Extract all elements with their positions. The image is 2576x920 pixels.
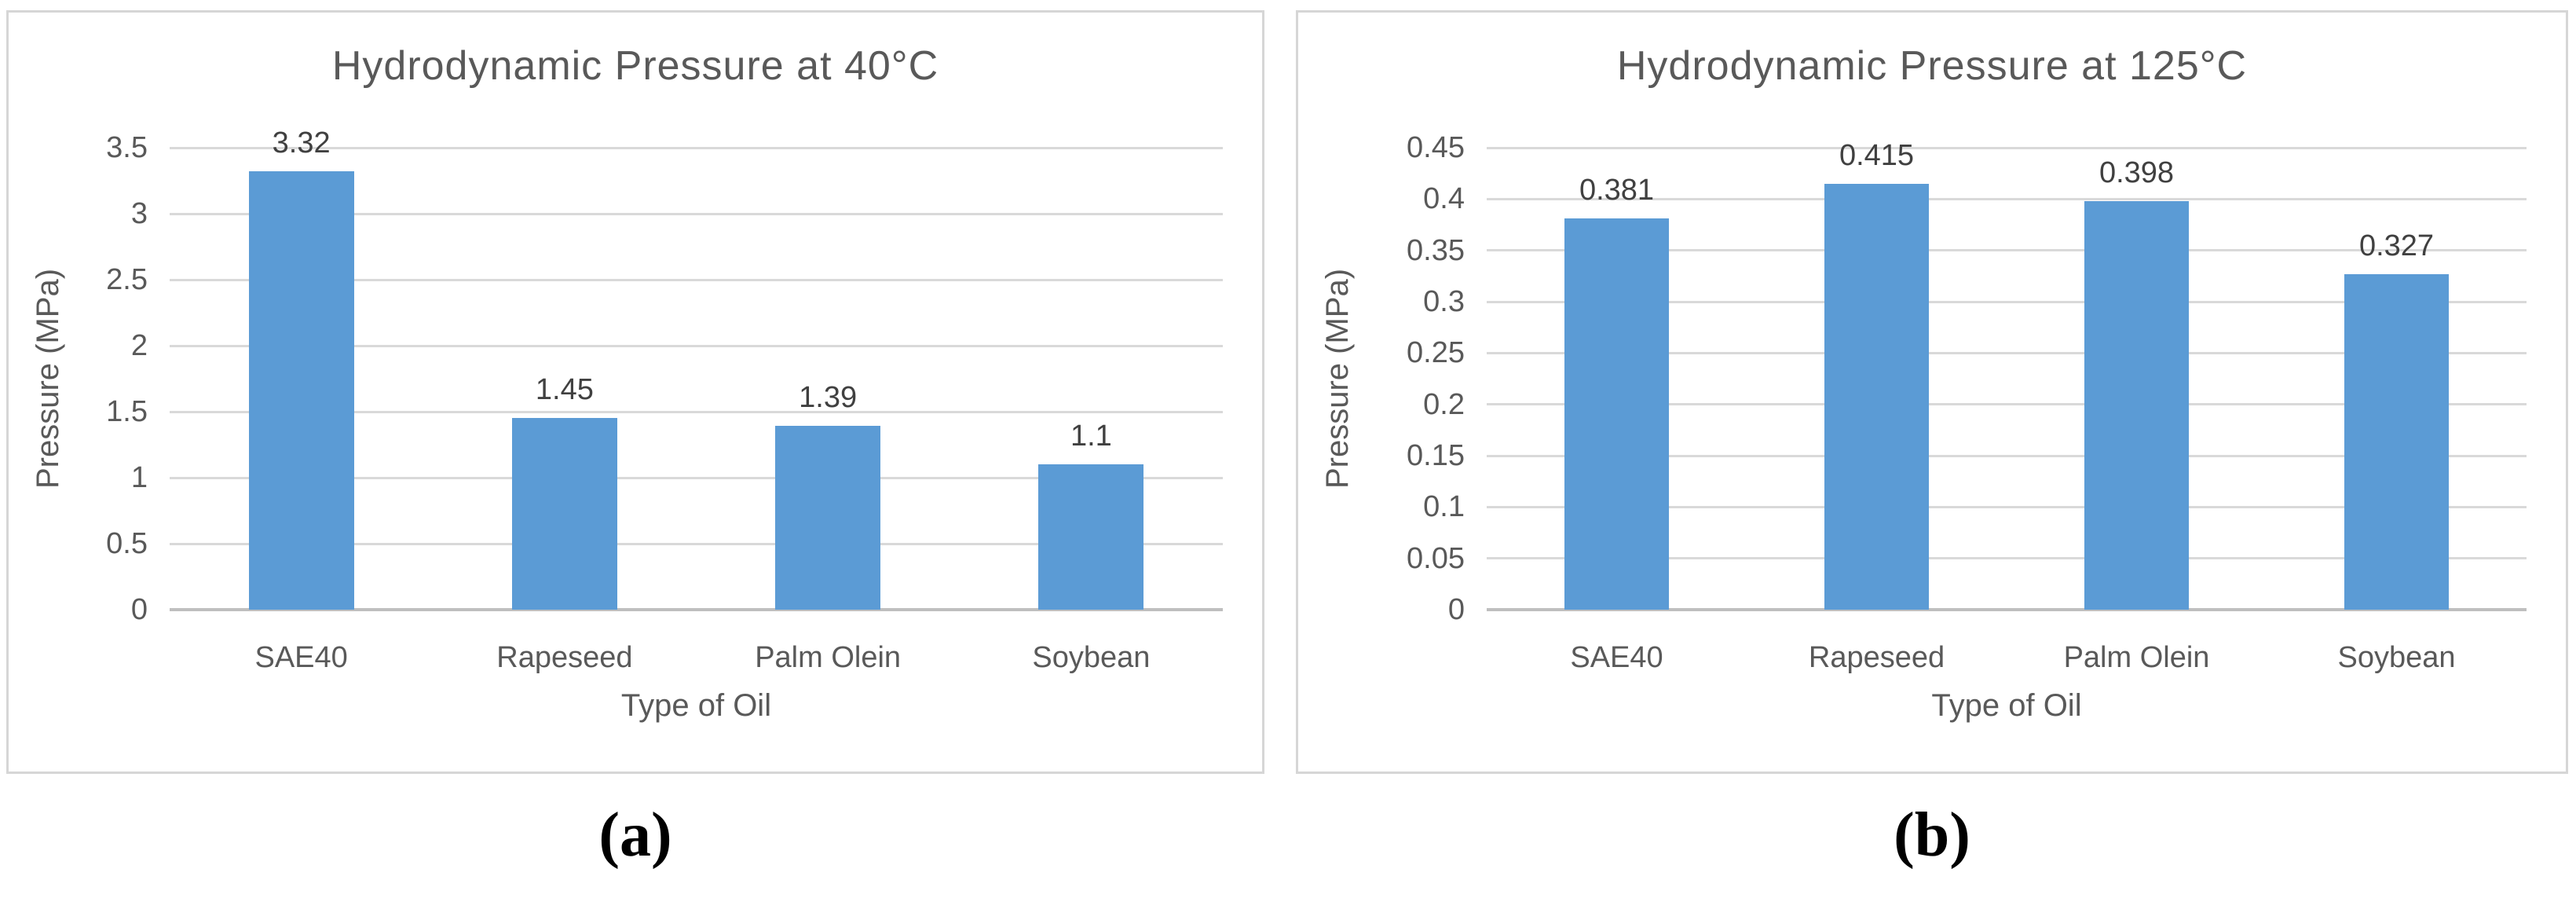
- y-tick-label: 3.5: [106, 131, 148, 164]
- bar-value-label: 0.415: [1839, 138, 1915, 172]
- y-tick-label: 0.05: [1407, 541, 1465, 575]
- gridline: [170, 542, 1223, 545]
- y-tick-label: 3: [130, 197, 148, 230]
- y-tick-label: 0.4: [1423, 182, 1465, 216]
- gridline: [170, 212, 1223, 215]
- x-category-label: Rapeseed: [1808, 641, 1945, 674]
- gridline: [1487, 505, 2527, 508]
- gridline: [1487, 454, 2527, 457]
- gridline: [170, 410, 1223, 413]
- x-axis-title: Type of Oil: [1931, 688, 2082, 723]
- plot-area: 0.45 0.4 0.35 0.3 0.25 0.2 0.15 0.1 0.05 0 0.381 SA…: [1407, 131, 2527, 674]
- bar: [248, 171, 354, 610]
- x-category-label: Palm Olein: [755, 641, 902, 674]
- bar-value-label: 1.39: [799, 381, 858, 415]
- bar: [775, 426, 881, 610]
- gridline: [1487, 557, 2527, 560]
- chart-panel-b: Hydrodynamic Pressure at 125°C Pressure …: [1296, 10, 2568, 774]
- y-tick-label: 0.1: [1423, 490, 1465, 524]
- y-axis-title: Pressure (MPa): [31, 268, 65, 489]
- gridline: [1487, 146, 2527, 149]
- y-tick-label: 0.5: [106, 527, 148, 560]
- y-tick-label: 1.5: [106, 395, 148, 428]
- bar: [2344, 273, 2449, 610]
- gridline: [170, 278, 1223, 281]
- y-tick-label: 0.15: [1407, 439, 1465, 472]
- x-category-label: Palm Olein: [2063, 641, 2210, 674]
- x-category-label: Rapeseed: [496, 641, 633, 674]
- y-tick-label: 0: [1447, 593, 1465, 626]
- chart-title: Hydrodynamic Pressure at 40°C: [331, 43, 939, 89]
- caption-a: (a): [598, 801, 672, 870]
- gridline: [170, 146, 1223, 149]
- caption-b: (b): [1894, 801, 1970, 870]
- bar-value-label: 1.1: [1070, 420, 1112, 453]
- y-tick-label: 0.35: [1407, 233, 1465, 267]
- gridline: [1487, 403, 2527, 406]
- bar-value-label: 1.45: [535, 373, 594, 407]
- y-tick-label: 0: [130, 593, 148, 626]
- gridline: [1487, 197, 2527, 200]
- chart-title: Hydrodynamic Pressure at 125°C: [1616, 43, 2248, 89]
- x-category-label: Soybean: [1032, 641, 1151, 674]
- bar: [511, 418, 617, 610]
- y-tick-label: 1: [130, 461, 148, 494]
- x-axis-title: Type of Oil: [620, 688, 772, 723]
- y-tick-label: 0.45: [1407, 131, 1465, 164]
- x-category-label: Soybean: [2337, 641, 2456, 674]
- bar: [1564, 218, 1669, 610]
- y-tick-label: 0.2: [1423, 387, 1465, 421]
- x-axis-line: [1487, 608, 2527, 611]
- gridline: [1487, 300, 2527, 303]
- x-category-label: SAE40: [254, 641, 348, 674]
- gridline: [170, 344, 1223, 347]
- bar-value-label: 0.381: [1579, 174, 1655, 207]
- gridline: [1487, 351, 2527, 354]
- plot-area: 3.5 3 2.5 2 1.5 1 0.5 0 3.32 SAE40 1.45 Rapeseed 1.3…: [106, 126, 1223, 674]
- gridline: [1487, 249, 2527, 252]
- bar-value-label: 0.327: [2358, 229, 2435, 262]
- chart-panel-a: Hydrodynamic Pressure at 40°C Pressure (…: [6, 10, 1264, 774]
- x-axis-line: [170, 608, 1223, 611]
- y-tick-label: 2.5: [106, 263, 148, 296]
- bar-value-label: 0.398: [2098, 156, 2175, 189]
- bar: [2084, 200, 2189, 610]
- bar: [1038, 464, 1144, 610]
- bar-value-label: 3.32: [272, 126, 331, 160]
- y-tick-label: 0.3: [1423, 285, 1465, 318]
- bar: [1824, 183, 1929, 610]
- x-category-label: SAE40: [1570, 641, 1663, 674]
- y-tick-label: 0.25: [1407, 336, 1465, 370]
- y-tick-label: 2: [130, 329, 148, 362]
- gridline: [170, 476, 1223, 479]
